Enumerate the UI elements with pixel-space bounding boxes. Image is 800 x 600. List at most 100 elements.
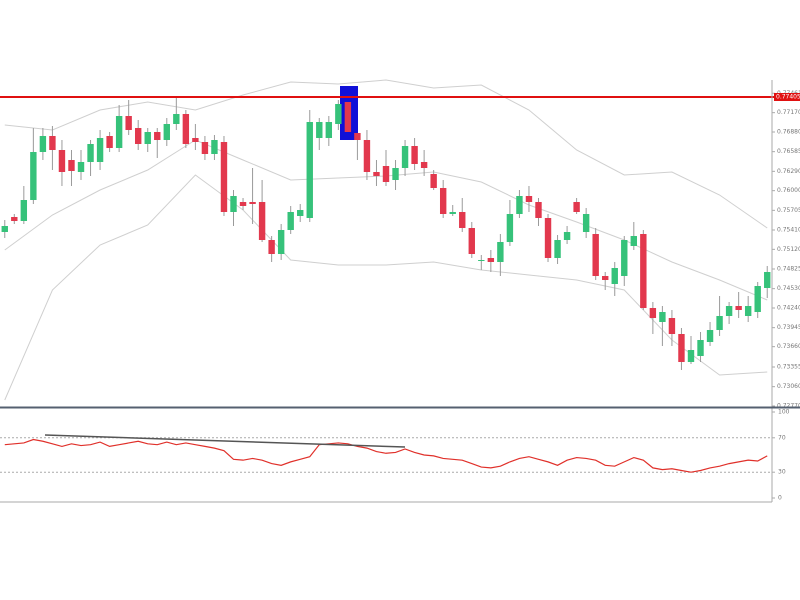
candle-body	[220, 142, 228, 212]
candle-body	[134, 128, 142, 144]
candle-body	[354, 133, 361, 140]
candle-body	[459, 212, 466, 228]
candle-body	[678, 334, 685, 362]
y-tick-label: 0	[778, 495, 782, 502]
candle-body	[659, 312, 666, 322]
y-tick-label: 0.73945	[777, 324, 800, 331]
candle-body	[173, 114, 180, 124]
candle-body	[144, 132, 151, 144]
candle-body	[573, 202, 580, 212]
y-tick-label: 0.76880	[777, 129, 800, 136]
candle-body	[668, 318, 676, 334]
candle-body	[554, 240, 561, 258]
candle-body	[592, 234, 599, 276]
y-tick-label: 0.77170	[777, 109, 800, 116]
candle-body	[497, 242, 504, 262]
candle-body	[582, 214, 590, 232]
y-tick-label: 0.76290	[777, 168, 800, 175]
rsi-line	[4, 438, 768, 473]
candle-body	[49, 136, 56, 150]
candle-body	[344, 102, 352, 132]
candle-body	[249, 202, 256, 204]
candle-body	[87, 144, 94, 162]
candle-body	[602, 276, 609, 280]
candle-body	[182, 114, 190, 144]
candle-body	[30, 152, 37, 200]
candle-body	[420, 162, 428, 168]
candle-body	[11, 217, 18, 221]
candle-body	[192, 138, 199, 142]
candle-body	[725, 306, 733, 316]
candle-body	[716, 316, 723, 330]
candle-body	[363, 140, 371, 172]
y-tick-label: 0.75410	[777, 227, 800, 234]
y-tick-label: 0.72770	[777, 403, 800, 410]
front-layer: 0.774610.771700.768800.765850.762900.760…	[0, 90, 800, 502]
candle-body	[68, 160, 75, 171]
price-line-label: 0.77405	[776, 94, 800, 101]
candle-body	[306, 122, 313, 218]
candle-body	[487, 258, 495, 262]
candle-body	[516, 196, 523, 214]
candle-body	[239, 202, 247, 206]
y-tick-label: 0.75705	[777, 207, 800, 214]
candle-body	[1, 226, 8, 232]
y-tick-label: 0.74240	[777, 305, 800, 312]
candle-body	[735, 306, 742, 310]
candle-body	[706, 330, 714, 342]
candle-body	[697, 340, 704, 356]
candle-body	[230, 196, 237, 212]
price-line-label-box	[774, 93, 800, 101]
candle-body	[163, 124, 170, 140]
y-tick-label: 30	[778, 469, 786, 476]
candle-body	[563, 232, 571, 240]
candle-body	[77, 162, 85, 172]
candle-body	[640, 234, 647, 308]
candle-body	[106, 136, 113, 148]
candle-body	[764, 272, 771, 288]
candle-body	[544, 218, 552, 258]
candle-body	[201, 142, 209, 154]
candle-body	[411, 146, 418, 164]
candle-body	[649, 308, 657, 318]
candle-body	[401, 146, 409, 168]
y-tick-label: 70	[778, 434, 786, 441]
y-tick-label: 0.74825	[777, 266, 800, 273]
candle-body	[468, 228, 475, 254]
candle-body	[478, 260, 485, 261]
candle-body	[525, 196, 533, 202]
candle-body	[335, 104, 342, 124]
candle-body	[325, 122, 333, 138]
candle-body	[687, 350, 695, 362]
candle-body	[297, 210, 304, 216]
candle-body	[611, 268, 618, 284]
candle-body	[154, 132, 161, 140]
candle-body	[535, 202, 542, 218]
y-tick-label: 0.76000	[777, 187, 800, 194]
bollinger-band	[4, 79, 768, 229]
candle-body	[125, 116, 132, 130]
candle-body	[316, 122, 323, 138]
candle-body	[506, 214, 514, 242]
candle-body	[96, 138, 104, 162]
candle-body	[630, 236, 638, 246]
candle-body	[287, 212, 294, 230]
y-tick-label: 0.73060	[777, 383, 800, 390]
candle-body	[373, 172, 380, 176]
candle-body	[621, 240, 628, 276]
y-tick-label: 100	[778, 409, 790, 416]
candle-body	[258, 202, 266, 240]
candle-body	[449, 212, 456, 214]
candle-body	[268, 240, 275, 254]
rsi-trendline	[44, 434, 406, 448]
candle-body	[439, 188, 447, 214]
candle-body	[754, 286, 761, 312]
candle-body	[382, 166, 390, 182]
candle-body	[430, 174, 437, 188]
y-tick-label: 0.74530	[777, 285, 800, 292]
candle-body	[277, 230, 285, 254]
y-tick-label: 0.73660	[777, 343, 800, 350]
candle-body	[39, 136, 47, 152]
